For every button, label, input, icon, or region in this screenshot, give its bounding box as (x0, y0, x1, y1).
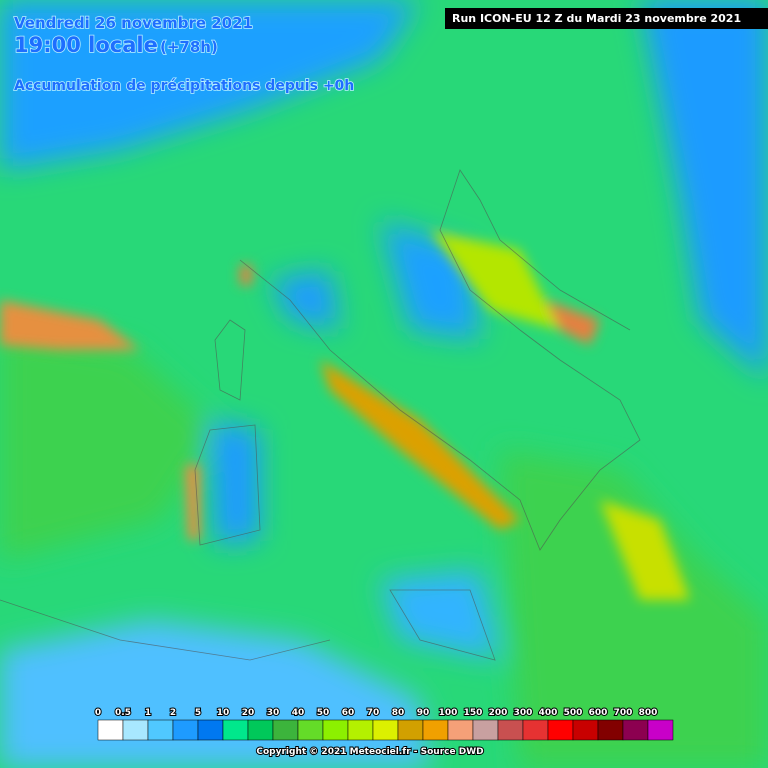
legend-swatch (122, 719, 149, 741)
legend-swatch (222, 719, 249, 741)
legend-swatch (322, 719, 349, 741)
legend-swatch (147, 719, 174, 741)
legend-label: 500 (564, 708, 583, 718)
copyright: Copyright © 2021 Meteociel.fr - Source D… (256, 747, 483, 757)
legend-label: 400 (539, 708, 558, 718)
legend-swatch (397, 719, 424, 741)
legend-label: 70 (367, 708, 380, 718)
legend-label: 50 (317, 708, 330, 718)
legend-swatch (272, 719, 299, 741)
legend-label: 80 (392, 708, 405, 718)
lead-time: (+78h) (160, 38, 218, 56)
legend-swatch (522, 719, 549, 741)
legend-label: 1 (145, 708, 151, 718)
legend-swatch (97, 719, 124, 741)
legend-label: 300 (514, 708, 533, 718)
legend-swatch (622, 719, 649, 741)
legend-label: 5 (195, 708, 201, 718)
legend-swatch (447, 719, 474, 741)
legend-label: 2 (170, 708, 176, 718)
legend-label: 60 (342, 708, 355, 718)
run-banner (445, 8, 768, 29)
legend-swatch (497, 719, 524, 741)
legend-label: 0 (95, 708, 101, 718)
legend-swatch (597, 719, 624, 741)
legend-label: 100 (439, 708, 458, 718)
legend-label: 600 (589, 708, 608, 718)
legend-swatch (347, 719, 374, 741)
legend-label: 40 (292, 708, 305, 718)
legend-swatch (547, 719, 574, 741)
legend-label: 700 (614, 708, 633, 718)
legend-label: 90 (417, 708, 430, 718)
legend-swatch (647, 719, 674, 741)
legend-swatch (197, 719, 224, 741)
product: Accumulation de précipitations depuis +0… (14, 78, 354, 94)
date: Vendredi 26 novembre 2021 (14, 14, 253, 32)
legend-swatch (247, 719, 274, 741)
legend-label: 20 (242, 708, 255, 718)
legend-label: 30 (267, 708, 280, 718)
run-label: Run ICON-EU 12 Z du Mardi 23 novembre 20… (452, 12, 741, 25)
legend-label: 800 (639, 708, 658, 718)
legend-label: 10 (217, 708, 230, 718)
legend-swatch (572, 719, 599, 741)
legend-swatch (297, 719, 324, 741)
legend-swatch (422, 719, 449, 741)
legend-swatch (472, 719, 499, 741)
legend-label: 200 (489, 708, 508, 718)
legend-swatch (172, 719, 199, 741)
legend: 0 0.5 1 2 5 10 20 30 40 50 60 70 80 90 100 150 200 300 400… (94, 707, 674, 741)
legend-label: 150 (464, 708, 483, 718)
time: 19:00 locale (14, 33, 158, 57)
legend-label: 0.5 (115, 708, 131, 718)
legend-swatch (372, 719, 399, 741)
